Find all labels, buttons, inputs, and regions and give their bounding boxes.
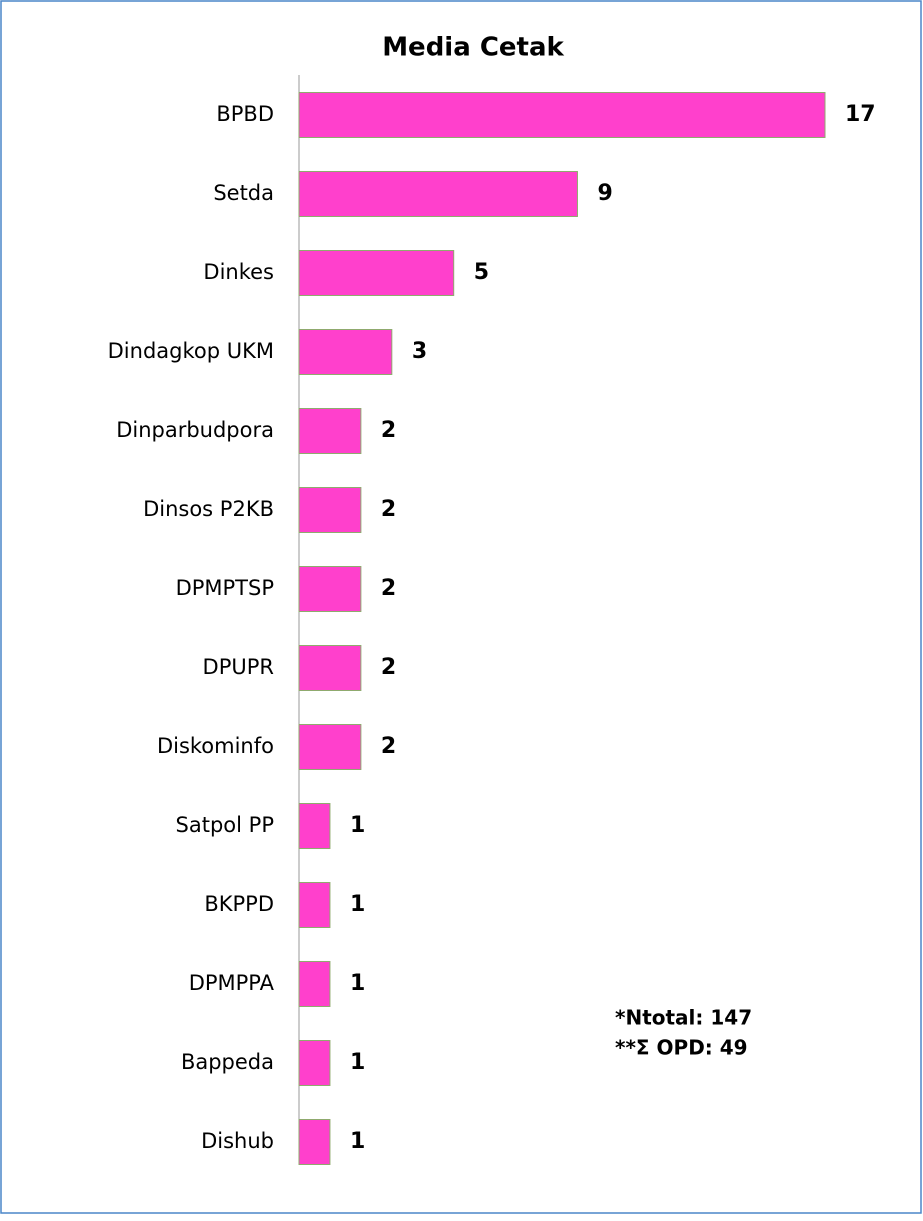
data-label: 2 xyxy=(381,655,396,680)
y-tick-label: Dishub xyxy=(201,1129,274,1153)
data-label: 1 xyxy=(350,1129,365,1154)
bar xyxy=(298,250,455,296)
bar xyxy=(298,961,331,1007)
data-label: 1 xyxy=(350,971,365,996)
data-label: 3 xyxy=(412,339,427,364)
bar xyxy=(298,724,362,770)
bar xyxy=(298,171,578,217)
data-label: 5 xyxy=(474,260,489,285)
bar xyxy=(298,487,362,533)
y-tick-label: BKPPD xyxy=(204,892,274,916)
y-tick-label: Bappeda xyxy=(181,1050,274,1074)
data-label: 2 xyxy=(381,497,396,522)
y-tick-label: Satpol PP xyxy=(176,813,274,837)
y-tick-label: Dinkes xyxy=(203,260,274,284)
bar xyxy=(298,329,393,375)
y-tick-label: Dinparbudpora xyxy=(116,418,274,442)
bar xyxy=(298,92,826,138)
bar xyxy=(298,566,362,612)
y-tick-label: DPMPTSP xyxy=(176,576,274,600)
y-tick-label: Setda xyxy=(213,181,274,205)
annotation: **Σ OPD: 49 xyxy=(615,1036,748,1060)
bar xyxy=(298,408,362,454)
data-label: 17 xyxy=(845,102,876,127)
y-tick-label: Diskominfo xyxy=(157,734,274,758)
bar xyxy=(298,645,362,691)
y-tick-label: Dindagkop UKM xyxy=(108,339,274,363)
chart-title: Media Cetak xyxy=(382,33,564,63)
data-label: 1 xyxy=(350,892,365,917)
data-label: 1 xyxy=(350,813,365,838)
data-label: 1 xyxy=(350,1050,365,1075)
y-tick-label: Dinsos P2KB xyxy=(143,497,274,521)
annotation: *Ntotal: 147 xyxy=(615,1006,752,1030)
bar xyxy=(298,882,331,928)
data-label: 9 xyxy=(597,181,612,206)
bar xyxy=(298,1040,331,1086)
data-label: 2 xyxy=(381,576,396,601)
data-label: 2 xyxy=(381,734,396,759)
y-tick-label: DPMPPA xyxy=(189,971,275,995)
y-tick-label: DPUPR xyxy=(203,655,274,679)
data-label: 2 xyxy=(381,418,396,443)
y-tick-label: BPBD xyxy=(216,102,274,126)
bar xyxy=(298,1119,331,1165)
bar xyxy=(298,803,331,849)
